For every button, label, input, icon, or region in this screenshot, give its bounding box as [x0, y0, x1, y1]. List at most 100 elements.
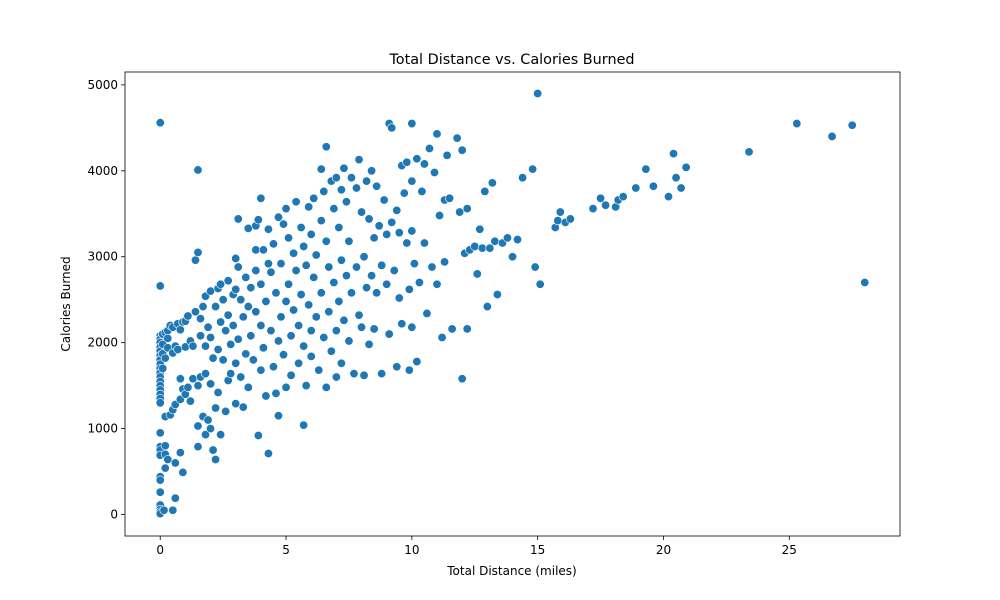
data-point: [407, 176, 417, 186]
data-point: [311, 312, 321, 322]
data-point: [281, 204, 291, 214]
data-point: [412, 154, 422, 164]
data-point: [175, 325, 185, 335]
data-point: [304, 300, 314, 310]
data-point: [211, 455, 221, 465]
data-point: [299, 341, 309, 351]
data-point: [261, 391, 271, 401]
data-point: [276, 312, 286, 322]
data-point: [309, 193, 319, 203]
data-point: [294, 358, 304, 368]
data-point: [173, 345, 183, 355]
data-point: [477, 243, 487, 253]
data-point: [414, 278, 424, 288]
data-point: [195, 314, 205, 324]
data-point: [387, 217, 397, 227]
y-tick-label: 3000: [87, 250, 118, 264]
data-point: [364, 214, 374, 224]
data-point: [175, 448, 185, 458]
x-axis-ticks: 0 5 10 15 20 25: [156, 536, 797, 557]
data-point: [336, 358, 346, 368]
data-point: [359, 252, 369, 262]
data-point: [258, 343, 268, 353]
data-point: [273, 336, 283, 346]
data-point: [407, 322, 417, 332]
data-point: [346, 288, 356, 298]
data-point: [664, 192, 674, 202]
data-point: [296, 223, 306, 233]
data-point: [316, 288, 326, 298]
data-point: [178, 467, 188, 477]
data-point: [555, 207, 565, 217]
data-point: [170, 493, 180, 503]
data-point: [397, 319, 407, 329]
data-point: [279, 350, 289, 360]
data-point: [676, 183, 686, 193]
data-point: [412, 357, 422, 367]
data-point: [289, 248, 299, 258]
data-point: [336, 185, 346, 195]
data-point: [208, 445, 218, 455]
data-point: [246, 331, 256, 341]
data-point: [827, 131, 837, 141]
data-point: [528, 164, 538, 174]
data-point: [354, 310, 364, 320]
y-tick-label: 2000: [87, 336, 118, 350]
data-point: [311, 250, 321, 260]
data-point: [231, 284, 241, 294]
data-point: [341, 271, 351, 281]
data-point: [236, 372, 246, 382]
data-point: [618, 192, 628, 202]
data-point: [168, 505, 178, 515]
data-point: [248, 355, 258, 365]
data-point: [394, 293, 404, 303]
x-tick-label: 5: [282, 543, 290, 557]
data-point: [306, 351, 316, 361]
data-point: [860, 278, 870, 288]
data-point: [233, 262, 243, 272]
x-tick-label: 10: [404, 543, 419, 557]
data-point: [281, 382, 291, 392]
data-point: [419, 159, 429, 169]
data-point: [671, 173, 681, 183]
data-point: [475, 224, 485, 234]
data-point: [266, 326, 276, 336]
data-point: [535, 279, 545, 289]
data-point: [457, 374, 467, 384]
x-axis-label: Total Distance (miles): [446, 564, 576, 578]
data-point: [744, 147, 754, 157]
data-point: [193, 165, 203, 175]
data-point: [213, 387, 223, 397]
data-point: [472, 269, 482, 279]
data-point: [193, 247, 203, 257]
data-point: [226, 339, 236, 349]
data-point: [163, 455, 173, 465]
data-point: [319, 186, 329, 196]
data-point: [294, 320, 304, 330]
data-point: [258, 245, 268, 255]
data-point: [163, 333, 173, 343]
data-point: [435, 211, 445, 221]
data-point: [392, 362, 402, 372]
data-point: [369, 233, 379, 243]
data-point: [160, 441, 170, 451]
data-point: [455, 207, 465, 217]
data-point: [399, 188, 409, 198]
data-point: [601, 200, 611, 210]
data-point: [243, 223, 253, 233]
data-point: [445, 193, 455, 203]
data-point: [263, 259, 273, 269]
x-tick-label: 15: [530, 543, 545, 557]
chart-title: Total Distance vs. Calories Burned: [388, 52, 634, 68]
data-point: [462, 204, 472, 214]
data-point: [206, 333, 216, 343]
data-point: [286, 331, 296, 341]
data-point: [792, 119, 802, 129]
data-point: [392, 205, 402, 215]
data-point: [271, 288, 281, 298]
data-point: [351, 183, 361, 193]
data-point: [382, 229, 392, 239]
data-point: [183, 311, 193, 321]
data-point: [266, 267, 276, 277]
data-point: [402, 238, 412, 248]
